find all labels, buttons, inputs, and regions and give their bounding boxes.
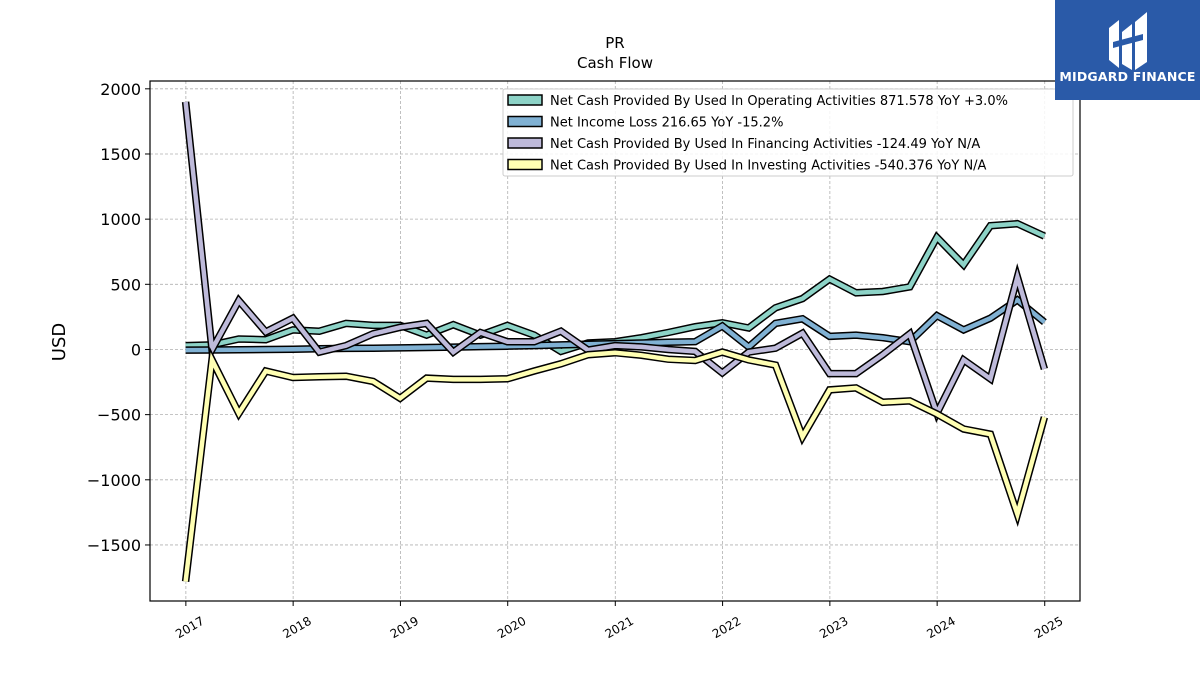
y-axis-label: USD <box>49 323 70 361</box>
y-tick-label: −500 <box>97 406 141 425</box>
y-tick-label: 1500 <box>100 145 141 164</box>
midgard-finance-logo: MIDGARD FINANCE <box>1055 0 1200 100</box>
x-tick-label: 2017 <box>173 614 206 641</box>
legend-box <box>502 88 1074 177</box>
series-4-line <box>181 347 1049 582</box>
y-tick-label: −1000 <box>87 471 141 490</box>
series-stroke <box>183 101 1047 420</box>
y-axis-ticks: 2000 1500 1000 500 0 −500 −1000 −1500 <box>87 80 150 555</box>
y-tick-label: 0 <box>131 340 141 359</box>
legend-swatch <box>507 158 543 171</box>
x-tick-label: 2025 <box>1032 614 1065 641</box>
x-tick-label: 2022 <box>710 614 743 641</box>
x-axis-ticks: 2017 2018 2019 2020 2021 2022 2023 2024 2025 <box>173 601 1065 641</box>
y-tick-label: 500 <box>110 275 141 294</box>
legend-entry: Net Cash Provided By Used In Financing A… <box>550 137 980 152</box>
legend-entry: Net Cash Provided By Used In Investing A… <box>550 159 987 174</box>
y-tick-label: 2000 <box>100 80 141 99</box>
chart-title: PR <box>605 34 624 52</box>
legend-entry: Net Cash Provided By Used In Operating A… <box>550 94 1008 109</box>
legend-swatch <box>507 94 543 106</box>
legend: Net Cash Provided By Used In Operating A… <box>502 88 1074 177</box>
x-tick-label: 2020 <box>495 614 528 641</box>
brand-name: MIDGARD FINANCE <box>1059 69 1196 84</box>
series-stroke <box>183 349 1047 582</box>
x-tick-label: 2019 <box>388 614 421 641</box>
legend-swatch <box>507 115 543 128</box>
series-3-line <box>181 101 1048 423</box>
x-tick-label: 2018 <box>280 614 313 641</box>
legend-swatch <box>507 137 543 149</box>
legend-entry: Net Income Loss 216.65 YoY -15.2% <box>550 116 783 131</box>
logo-mark-icon <box>1109 12 1147 70</box>
y-tick-label: −1500 <box>87 536 141 555</box>
x-tick-label: 2023 <box>817 614 850 641</box>
x-tick-label: 2024 <box>924 614 957 641</box>
y-tick-label: 1000 <box>100 210 141 229</box>
chart-subtitle: Cash Flow <box>577 54 653 72</box>
series-layer <box>181 101 1049 582</box>
x-tick-label: 2021 <box>603 614 636 641</box>
